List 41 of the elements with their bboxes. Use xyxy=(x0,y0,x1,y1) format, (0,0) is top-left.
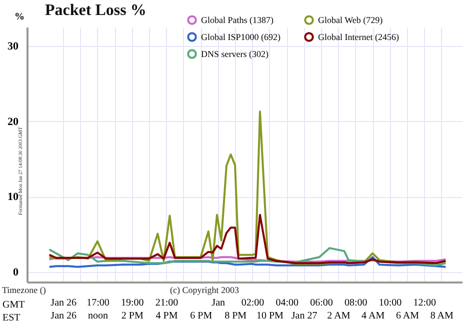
x-tick-label: Jan 26 xyxy=(50,298,77,308)
y-tick-label: 10 xyxy=(8,191,19,204)
x2-tick-label: 6 AM xyxy=(396,310,420,322)
line-series xyxy=(48,247,447,266)
x-tick-label: 17:00 xyxy=(86,298,110,308)
x-tick-label: Jan xyxy=(212,298,226,308)
x2-tick-label: 6 PM xyxy=(190,310,212,322)
x-tick-label: 08:00 xyxy=(344,298,368,308)
x-tick-label: 06:00 xyxy=(310,298,333,308)
legend-label: Global Internet (2456) xyxy=(318,32,399,42)
text: Timezone () xyxy=(2,285,46,295)
x2-tick-label: 4 PM xyxy=(156,310,178,322)
x2-tick-label: 2 AM xyxy=(327,310,350,322)
y-tick-label: 0 xyxy=(13,266,19,279)
text: (c) Copyright 2003 xyxy=(170,285,239,295)
x2-tick-label: 4 AM xyxy=(362,310,385,322)
x-tick-label: 04:00 xyxy=(276,298,299,308)
x-tick-label: 19:00 xyxy=(120,298,144,308)
legend-label: Global Paths (1387) xyxy=(201,15,274,26)
x2-tick-label: Jan 27 xyxy=(291,310,318,322)
x2-tick-label: 2 PM xyxy=(121,310,144,322)
x2-tick-label: noon xyxy=(88,310,108,322)
x-tick-label: 21:00 xyxy=(155,298,178,308)
x2-tick-label: 8 AM xyxy=(430,310,454,322)
x2-axis-title: EST xyxy=(2,312,20,324)
legend-label: Global Web (729) xyxy=(318,15,383,26)
y-tick-label: 20 xyxy=(8,116,19,128)
y-axis-title: % xyxy=(14,12,24,22)
x2-tick-label: 8 PM xyxy=(224,310,247,322)
x-axis-title: GMT xyxy=(2,300,25,310)
legend-label: DNS servers (302) xyxy=(201,49,268,59)
line-series xyxy=(48,214,447,264)
y-tick-label: 30 xyxy=(8,40,19,52)
legend-label: Global ISP1000 (692) xyxy=(201,32,280,42)
x2-tick-label: 10 PM xyxy=(256,310,284,322)
x-tick-label: 12:00 xyxy=(413,298,436,308)
x2-tick-label: Jan 26 xyxy=(50,310,77,322)
x-tick-label: 02:00 xyxy=(241,298,264,308)
chart-title: Packet Loss % xyxy=(45,2,146,20)
line-series xyxy=(48,256,447,268)
x-tick-label: 10:00 xyxy=(378,298,402,308)
